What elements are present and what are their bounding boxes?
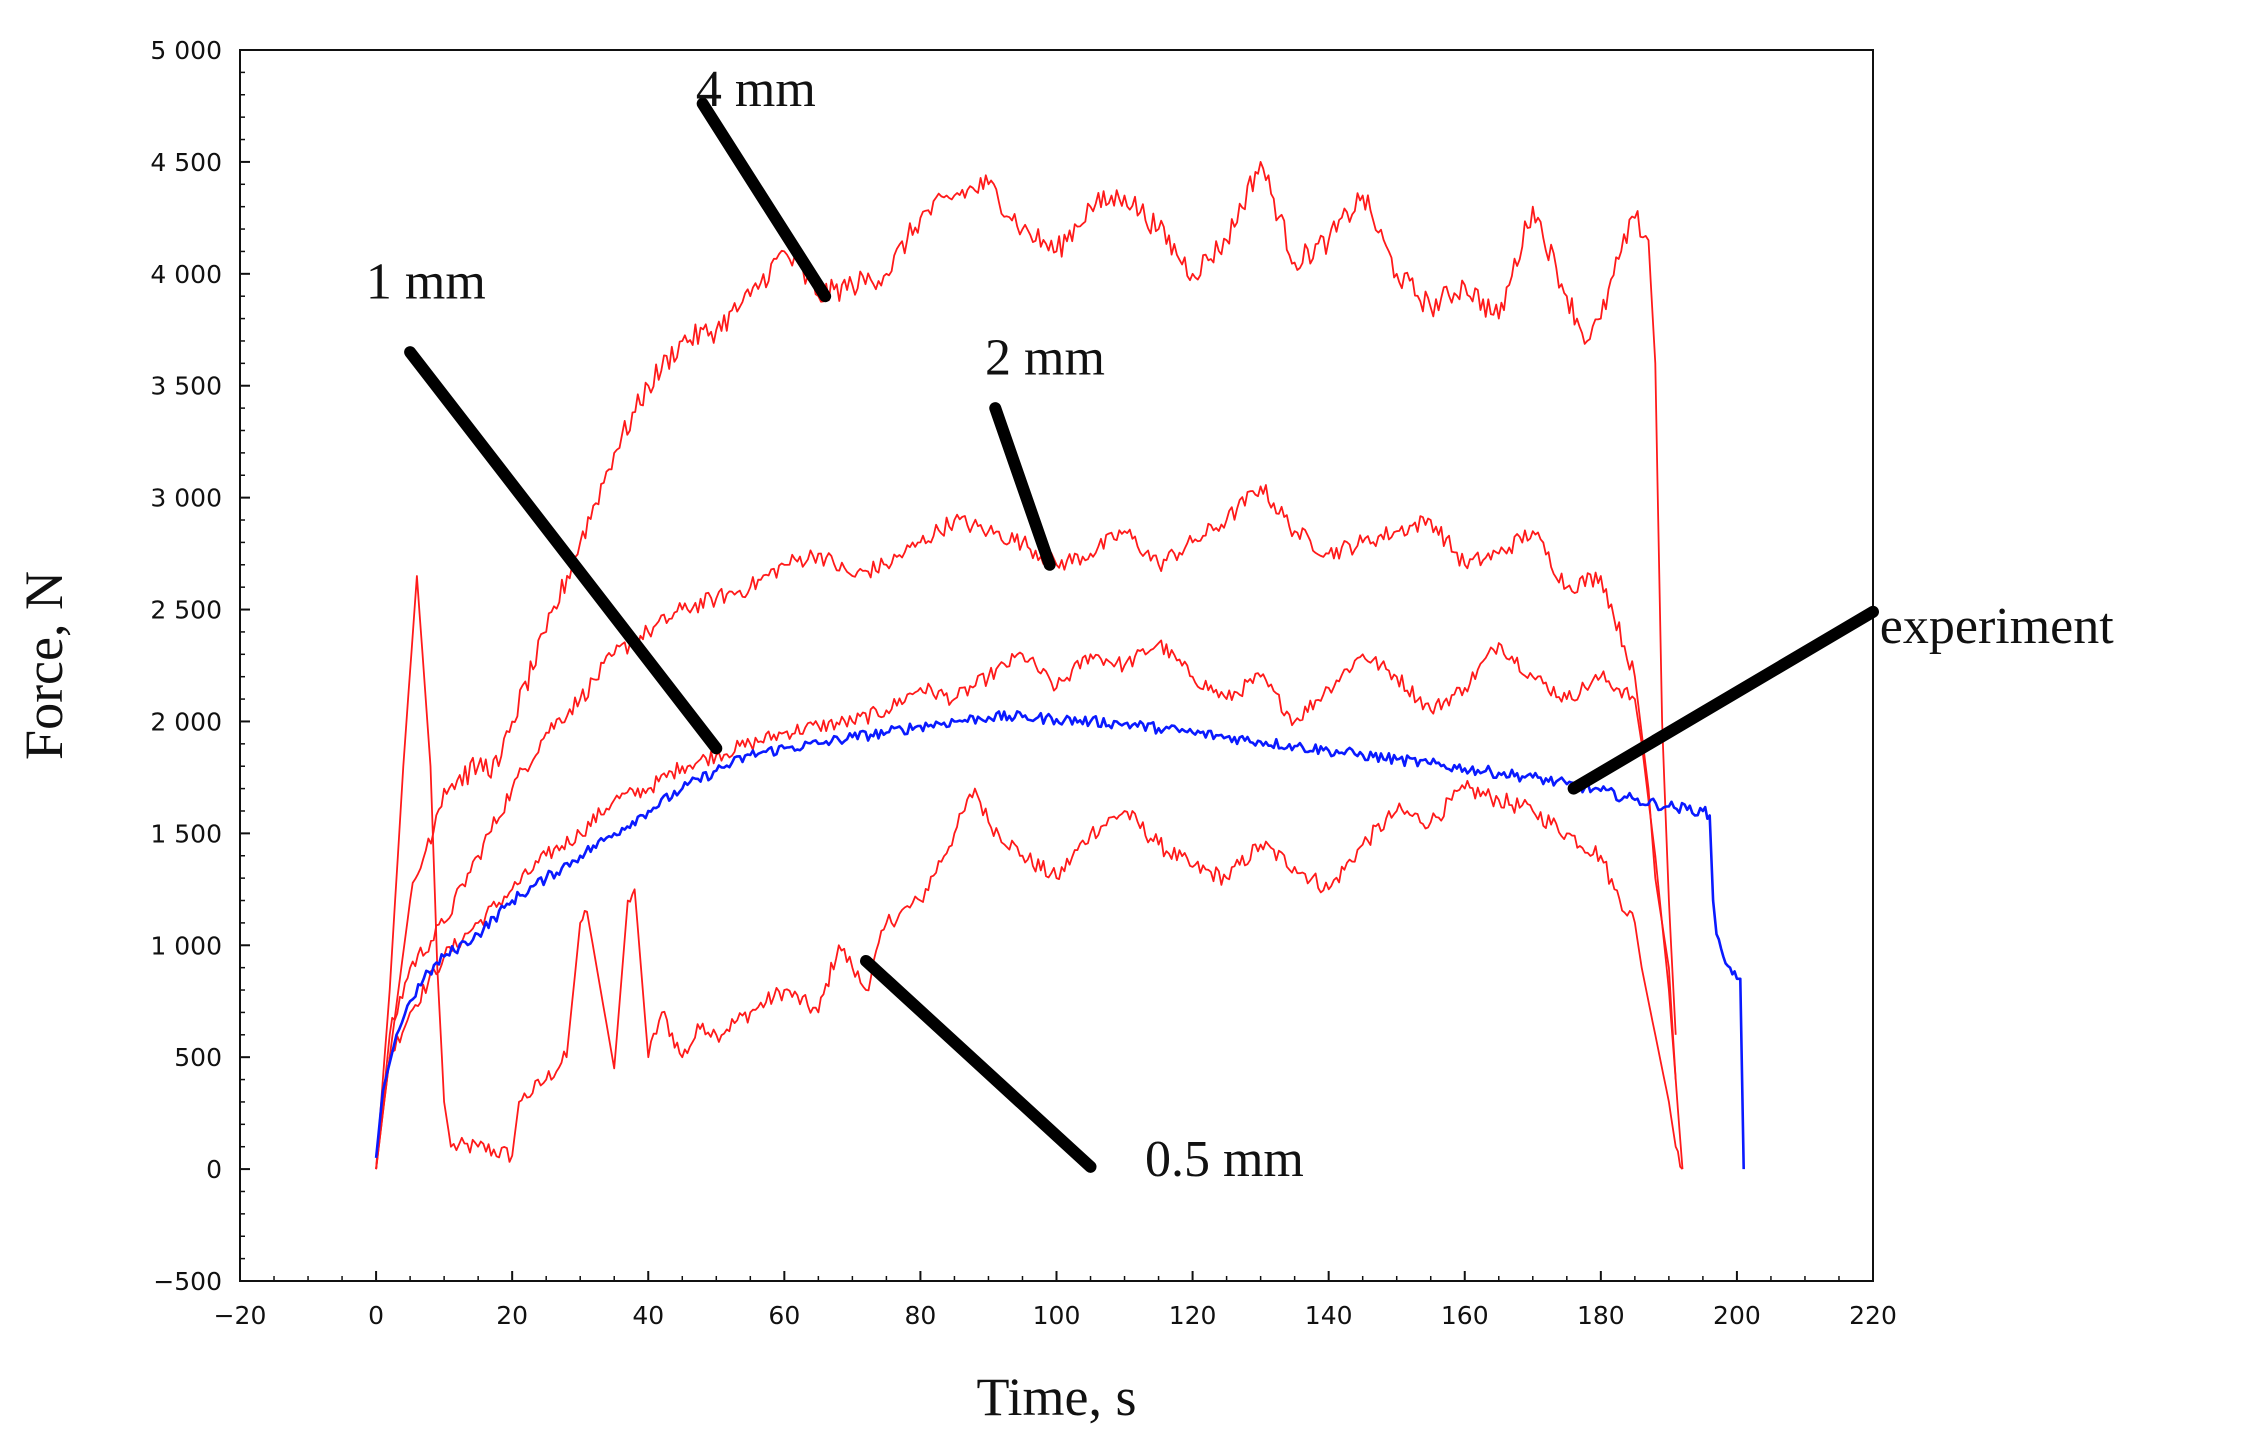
y-tick-label: −500 bbox=[153, 1267, 222, 1296]
x-tick-label: 220 bbox=[1849, 1301, 1897, 1330]
x-axis-title: Time, s bbox=[976, 1367, 1136, 1427]
x-tick-label: 140 bbox=[1305, 1301, 1353, 1330]
y-axis-title: Force, N bbox=[14, 571, 74, 760]
pointer-0-5-mm bbox=[859, 954, 1097, 1173]
pointer-2-mm bbox=[989, 402, 1056, 571]
x-tick-label: −20 bbox=[214, 1301, 267, 1330]
annotation-label-0-5-mm: 0.5 mm bbox=[1145, 1131, 1304, 1188]
x-tick-label: 20 bbox=[496, 1301, 528, 1330]
annotation-labels: 4 mm 1 mm 2 mm experiment 0.5 mm bbox=[366, 61, 2114, 1188]
x-tick-label: 160 bbox=[1441, 1301, 1489, 1330]
y-tick-label: 4 500 bbox=[150, 148, 222, 177]
y-tick-label: 5 000 bbox=[150, 36, 222, 65]
y-tick-label: 0 bbox=[206, 1155, 222, 1184]
x-tick-label: 40 bbox=[632, 1301, 664, 1330]
annotation-label-experiment: experiment bbox=[1880, 598, 2114, 655]
x-tick-label: 100 bbox=[1033, 1301, 1081, 1330]
series-line-0-5-mm bbox=[375, 575, 1684, 1170]
x-tick-label: 180 bbox=[1577, 1301, 1625, 1330]
x-tick-label: 0 bbox=[368, 1301, 384, 1330]
series-line-experiment bbox=[374, 710, 1745, 1170]
y-tick-label: 2 000 bbox=[150, 707, 222, 736]
annotation-label-1-mm: 1 mm bbox=[366, 253, 486, 310]
y-tick-label: 4 000 bbox=[150, 260, 222, 289]
annotation-pointers bbox=[404, 97, 1879, 1173]
y-tick-label: 1 500 bbox=[150, 819, 222, 848]
x-tick-label: 80 bbox=[905, 1301, 937, 1330]
plot-series bbox=[374, 160, 1745, 1170]
x-tick-label: 120 bbox=[1169, 1301, 1217, 1330]
y-tick-label: 500 bbox=[174, 1043, 222, 1072]
y-tick-label: 3 000 bbox=[150, 484, 222, 513]
series-line-2-mm bbox=[375, 484, 1684, 1170]
x-tick-label: 200 bbox=[1713, 1301, 1761, 1330]
pointer-1-mm bbox=[404, 346, 723, 755]
x-tick-label: 60 bbox=[768, 1301, 800, 1330]
pointer-4-mm bbox=[696, 97, 832, 303]
y-tick-label: 2 500 bbox=[150, 596, 222, 625]
pointer-experiment bbox=[1567, 605, 1879, 795]
plot-frame bbox=[239, 49, 1874, 1282]
annotation-label-4-mm: 4 mm bbox=[696, 61, 816, 118]
y-tick-label: 1 000 bbox=[150, 931, 222, 960]
series-line-4-mm bbox=[375, 160, 1677, 1170]
y-tick-labels: −500 0 500 1 000 1 500 2 000 2 500 3 000 3 500 4 … bbox=[150, 36, 222, 1296]
series-line-1-mm bbox=[375, 639, 1677, 1170]
y-tick-label: 3 500 bbox=[150, 372, 222, 401]
annotation-label-2-mm: 2 mm bbox=[985, 330, 1105, 387]
x-tick-labels: −20 0 20 40 60 80 100 120 140 160 180 200 220 bbox=[214, 1301, 1897, 1330]
